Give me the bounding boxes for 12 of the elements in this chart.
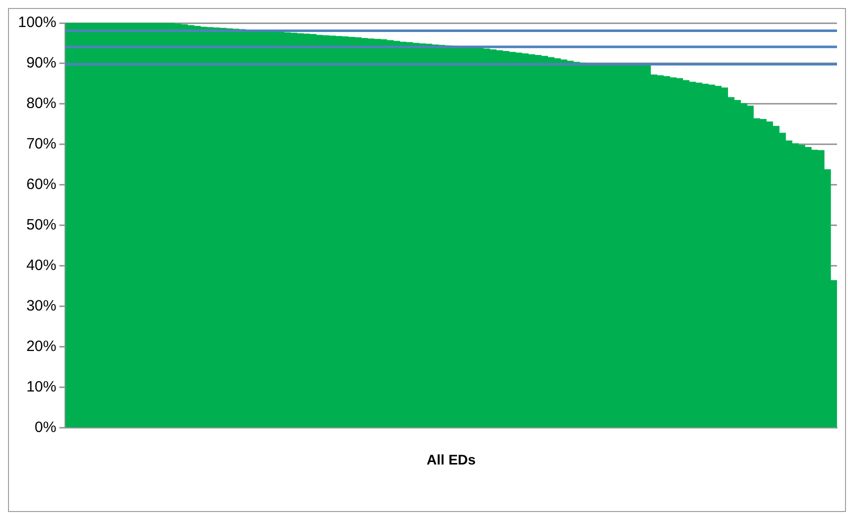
x-axis-title: All EDs [426,451,476,468]
y-tick-label: 20% [26,338,56,355]
y-tick-label: 30% [26,298,56,314]
y-tick-label: 10% [26,378,56,396]
y-tick-label: 80% [26,95,56,112]
y-tick-label: 0% [34,418,56,436]
y-tick-label: 50% [26,216,56,234]
y-tick-label: 100% [18,14,56,32]
y-tick-label: 70% [26,136,56,153]
y-tick-label: 90% [26,54,56,72]
y-tick-label: 40% [26,257,56,274]
y-tick-label: 60% [26,176,56,194]
